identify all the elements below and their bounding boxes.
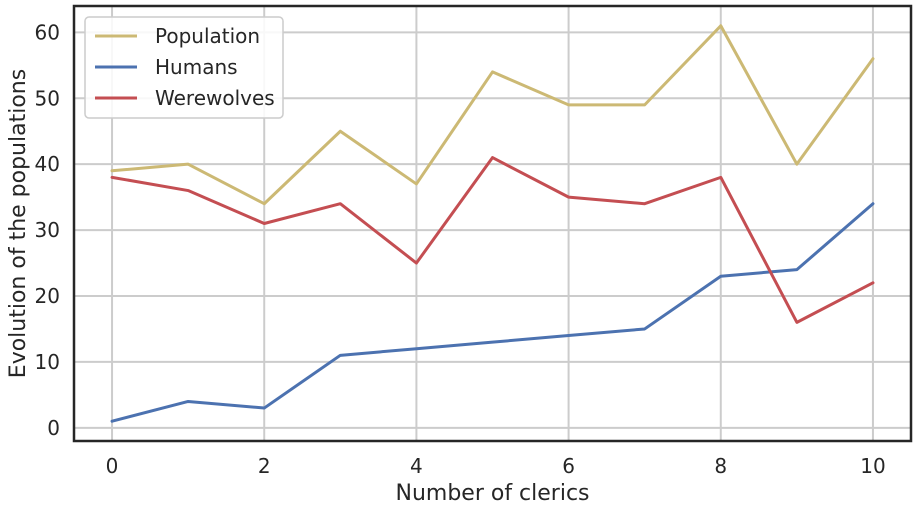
series-line-werewolves	[110, 156, 875, 324]
legend-label: Population	[155, 24, 260, 48]
plot-frame	[72, 4, 913, 443]
legend-box	[84, 16, 284, 119]
x-tick-label: 2	[258, 454, 271, 478]
tick-labels: 0 2 4 6 8 10 0 10 20 30 40 50 60	[35, 20, 886, 478]
y-tick-label: 20	[35, 284, 60, 308]
legend-label: Werewolves	[155, 86, 275, 110]
x-tick-label: 6	[562, 454, 575, 478]
x-axis-label: Number of clerics	[395, 481, 589, 506]
y-tick-label: 30	[35, 218, 60, 242]
x-tick-label: 0	[106, 454, 119, 478]
series-line-humans	[110, 202, 875, 423]
y-tick-label: 10	[35, 350, 60, 374]
y-tick-label: 0	[47, 416, 60, 440]
x-tick-label: 4	[410, 454, 423, 478]
x-tick-label: 8	[714, 454, 727, 478]
y-tick-label: 40	[35, 152, 60, 176]
y-axis-label: Evolution of the populations	[6, 69, 31, 378]
legend-label: Humans	[155, 55, 238, 79]
y-tick-label: 60	[35, 20, 60, 44]
y-tick-label: 50	[35, 86, 60, 110]
series-line-population	[110, 24, 875, 206]
x-tick-label: 10	[860, 454, 885, 478]
series-lines	[110, 24, 875, 423]
legend: Population Humans Werewolves	[84, 16, 284, 119]
